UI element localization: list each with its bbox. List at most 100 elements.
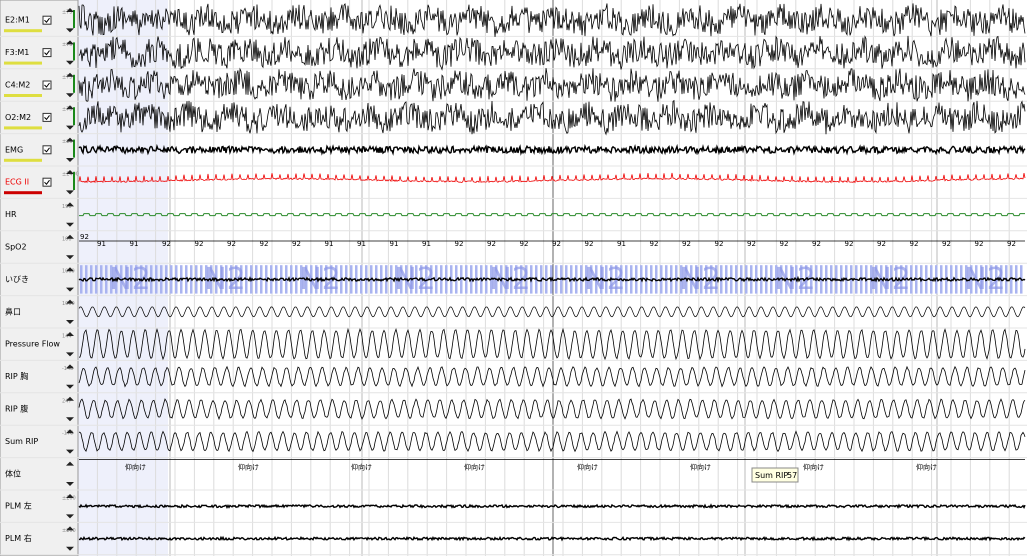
channel-panel — [0, 0, 79, 556]
channel-label[interactable]: E2:M1 — [5, 16, 30, 25]
gain-bar-indicator — [73, 172, 75, 190]
channel-label[interactable]: PLM 左 — [5, 501, 32, 511]
scale-up-arrow[interactable] — [66, 40, 74, 45]
stage-stripe — [545, 265, 548, 294]
gain-bar-indicator — [73, 107, 75, 126]
scale-up-arrow[interactable] — [66, 429, 74, 434]
scale-down-arrow[interactable] — [66, 287, 74, 292]
scale-down-arrow[interactable] — [66, 449, 74, 454]
check-mark — [44, 115, 50, 121]
channel-label[interactable]: Sum RIP — [5, 437, 38, 446]
scale-up-arrow[interactable] — [66, 8, 74, 12]
spo2-value: 92 — [552, 240, 561, 248]
stage-stripe — [725, 265, 728, 294]
stage-stripe — [380, 265, 383, 294]
scale-down-arrow[interactable] — [66, 546, 74, 551]
stage-stripe — [345, 265, 348, 294]
channel-checkbox[interactable] — [42, 15, 52, 25]
channel-label[interactable]: Pressure Flow — [5, 340, 60, 349]
stage-stripe — [465, 265, 468, 294]
scale-down-arrow[interactable] — [66, 352, 74, 357]
scale-up-arrow[interactable] — [66, 234, 74, 239]
scale-down-arrow[interactable] — [66, 514, 74, 519]
channel-label[interactable]: F3:M1 — [5, 48, 29, 57]
channel-label[interactable]: いびき — [5, 275, 29, 284]
scale-up-arrow[interactable] — [66, 267, 74, 272]
spo2-value: 92 — [487, 240, 496, 248]
scale-down-arrow[interactable] — [66, 190, 74, 195]
channel-checkbox[interactable] — [42, 48, 52, 58]
scale-up-arrow[interactable] — [66, 202, 74, 207]
scale-up-arrow[interactable] — [66, 494, 74, 498]
spo2-value: 92 — [455, 240, 464, 248]
stage-stripe — [650, 265, 653, 294]
channel-label[interactable]: 体位 — [5, 468, 21, 478]
spo2-value: 92 — [877, 240, 886, 248]
spo2-value: 92 — [195, 240, 204, 248]
scale-up-arrow[interactable] — [66, 137, 74, 142]
channel-label[interactable]: O2:M2 — [5, 113, 31, 122]
spo2-value: 92 — [260, 240, 269, 248]
channel-checkbox[interactable] — [42, 112, 52, 122]
channel-scale: 190 — [62, 204, 72, 210]
channel-checkbox[interactable] — [42, 80, 52, 90]
scale-down-arrow[interactable] — [66, 158, 74, 162]
waveform — [78, 503, 1026, 510]
channel-label[interactable]: PLM 右 — [5, 533, 32, 543]
scale-down-arrow[interactable] — [66, 417, 74, 422]
position-label: 仰向け — [916, 463, 937, 472]
channel-scale: ±200 — [62, 496, 76, 502]
gain-bar — [4, 126, 42, 130]
scale-up-arrow[interactable] — [66, 364, 74, 369]
gain-bar — [4, 29, 42, 33]
channel-label[interactable]: RIP 胸 — [5, 371, 28, 381]
channel-checkbox[interactable] — [42, 145, 52, 155]
channel-label[interactable]: RIP 腹 — [5, 404, 28, 414]
waveform — [78, 67, 1026, 102]
check-mark — [44, 50, 50, 56]
stage-stripe — [415, 265, 418, 294]
scale-up-arrow[interactable] — [66, 332, 74, 336]
scale-down-arrow[interactable] — [66, 482, 74, 486]
check-mark — [44, 82, 50, 88]
stage-stripe — [90, 265, 93, 294]
scale-down-arrow[interactable] — [66, 93, 74, 98]
scale-up-arrow[interactable] — [66, 461, 74, 466]
channel-label[interactable]: 鼻口 — [5, 306, 21, 316]
scale-down-arrow[interactable] — [66, 255, 74, 260]
channel-checkbox[interactable] — [42, 177, 52, 187]
gain-bar-indicator — [73, 139, 75, 158]
scale-up-arrow[interactable] — [66, 170, 74, 174]
scale-down-arrow[interactable] — [66, 320, 74, 324]
position-label: 仰向け — [464, 463, 485, 472]
scale-down-arrow[interactable] — [66, 28, 74, 33]
channel-scale: 247 — [62, 398, 72, 404]
channel-label[interactable]: C4:M2 — [5, 81, 30, 90]
scale-down-arrow[interactable] — [66, 222, 74, 227]
scale-up-arrow[interactable] — [66, 72, 74, 77]
channel-scale: ±25 — [62, 139, 73, 145]
stage-stripe — [950, 265, 953, 294]
scale-up-arrow[interactable] — [66, 105, 74, 110]
channel-label[interactable]: SpO2 — [5, 243, 27, 252]
check-mark — [44, 179, 50, 185]
scale-up-arrow[interactable] — [66, 299, 74, 304]
waveform — [78, 430, 1026, 453]
waveform — [78, 143, 1026, 156]
scale-down-arrow[interactable] — [66, 384, 74, 389]
stage-stripe — [165, 265, 168, 294]
stage-stripe — [110, 265, 113, 294]
scale-up-arrow[interactable] — [66, 396, 74, 401]
channel-label[interactable]: ECG II — [5, 178, 29, 187]
scale-down-arrow[interactable] — [66, 125, 74, 130]
channel-scale: ±2400 — [62, 172, 79, 178]
scale-down-arrow[interactable] — [66, 60, 74, 65]
check-mark — [44, 17, 50, 23]
gain-bar — [4, 191, 42, 195]
stage-stripe — [185, 265, 188, 294]
spo2-value: 91 — [390, 240, 399, 248]
channel-label[interactable]: EMG — [5, 145, 23, 154]
scale-up-arrow[interactable] — [66, 526, 74, 531]
channel-scale: ±75 — [62, 10, 73, 16]
channel-label[interactable]: HR — [5, 210, 17, 219]
